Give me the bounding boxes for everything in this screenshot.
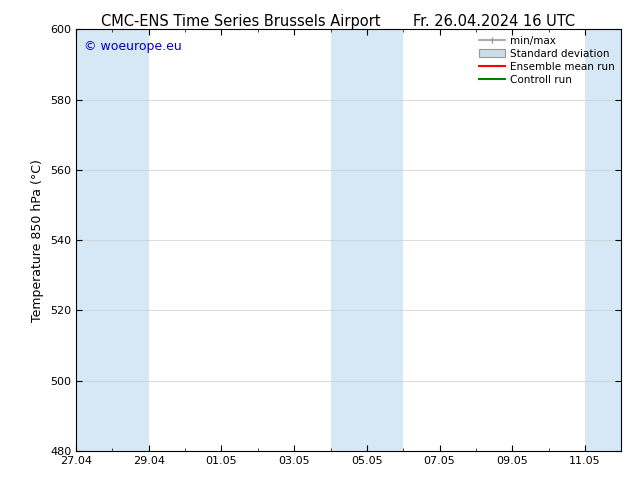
Text: CMC-ENS Time Series Brussels Airport: CMC-ENS Time Series Brussels Airport	[101, 14, 380, 29]
Y-axis label: Temperature 850 hPa (°C): Temperature 850 hPa (°C)	[32, 159, 44, 321]
Text: © woeurope.eu: © woeurope.eu	[84, 40, 182, 53]
Bar	[112, 29, 149, 451]
Bar	[330, 29, 367, 451]
Bar	[367, 29, 403, 451]
Bar	[585, 29, 621, 451]
Legend: min/max, Standard deviation, Ensemble mean run, Controll run: min/max, Standard deviation, Ensemble me…	[475, 31, 619, 89]
Text: Fr. 26.04.2024 16 UTC: Fr. 26.04.2024 16 UTC	[413, 14, 576, 29]
Bar	[76, 29, 112, 451]
